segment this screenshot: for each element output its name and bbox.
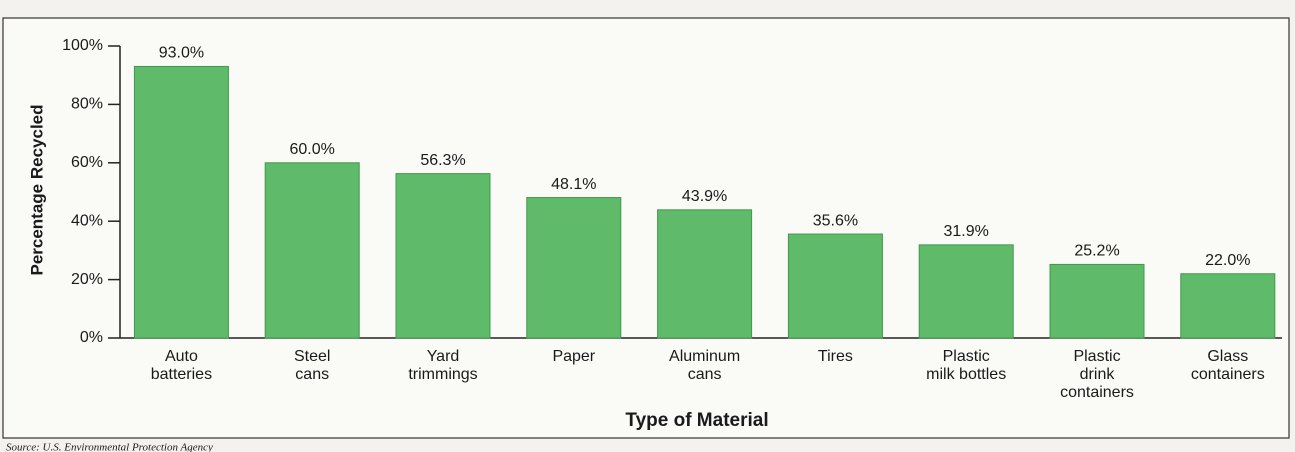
value-label: 35.6% — [813, 212, 858, 229]
y-tick-label: 40% — [71, 212, 103, 229]
x-tick-label-line: batteries — [151, 366, 212, 383]
value-label: 48.1% — [551, 176, 596, 193]
y-axis-label: Percentage Recycled — [27, 104, 46, 275]
bar — [657, 209, 753, 339]
bar — [787, 233, 883, 339]
x-tick-label-line: Auto — [165, 348, 198, 365]
x-tick-label: Paper — [552, 348, 595, 365]
value-label: 60.0% — [290, 141, 335, 158]
x-tick-label: Plastic drink containers — [1060, 348, 1134, 401]
x-tick-label-line: milk bottles — [926, 366, 1006, 383]
bar — [918, 244, 1014, 339]
x-tick-label-line: Aluminum — [669, 348, 740, 365]
x-tick-label-line: trimmings — [408, 366, 477, 383]
x-tick-label-line: cans — [688, 366, 722, 383]
value-label: 93.0% — [159, 45, 204, 62]
bar — [1049, 263, 1145, 339]
y-tick-label: 0% — [80, 329, 103, 346]
value-label: 25.2% — [1074, 243, 1119, 260]
x-tick-label: Plastic milk bottles — [926, 348, 1006, 383]
y-tick-label: 60% — [71, 154, 103, 171]
x-tick-label-line: Paper — [552, 348, 595, 365]
x-tick-label-line: drink — [1080, 366, 1116, 383]
x-tick-label-line: Tires — [818, 348, 853, 365]
y-tick-label: 100% — [62, 37, 103, 54]
bar — [264, 162, 360, 339]
x-tick-label: Auto batteries — [151, 348, 212, 383]
x-tick-label: Yard trimmings — [408, 348, 477, 383]
value-label: 31.9% — [944, 223, 989, 240]
x-tick-label-line: Yard — [427, 348, 460, 365]
x-tick-label-line: Plastic — [943, 348, 990, 365]
x-tick-label: Steel cans — [294, 348, 330, 383]
value-label: 56.3% — [420, 152, 465, 169]
bar — [1180, 273, 1276, 339]
source: Source: U.S. Environmental Protection Ag… — [6, 442, 213, 452]
bar — [133, 65, 229, 339]
x-axis-label: Type of Material — [625, 410, 768, 431]
x-tick-label-line: containers — [1060, 384, 1134, 401]
x-tick-label-line: Steel — [294, 348, 330, 365]
x-tick-label-line: Plastic — [1073, 348, 1120, 365]
x-tick-label-line: containers — [1191, 366, 1265, 383]
x-tick-label: Glass containers — [1191, 348, 1265, 383]
value-label: 22.0% — [1205, 252, 1250, 269]
x-tick-label: Aluminum cans — [669, 348, 740, 383]
bar — [526, 197, 622, 339]
y-tick-label: 20% — [71, 271, 103, 288]
y-tick-label: 80% — [71, 96, 103, 113]
x-tick-label: Tires — [818, 348, 853, 365]
value-label: 43.9% — [682, 188, 727, 205]
x-tick-label-line: cans — [295, 366, 329, 383]
bar — [395, 173, 491, 339]
x-tick-label-line: Glass — [1207, 348, 1248, 365]
